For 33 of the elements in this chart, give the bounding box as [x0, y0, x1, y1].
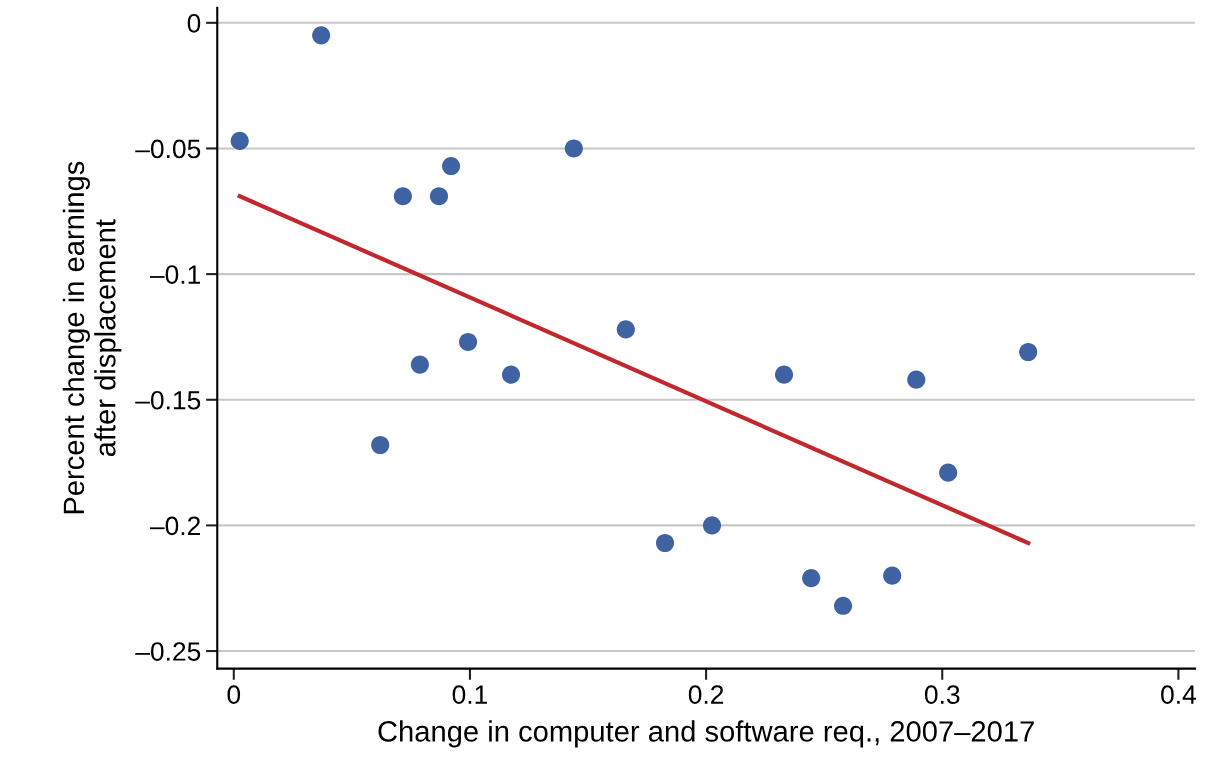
x-tick-label: 0	[227, 685, 241, 704]
point	[907, 370, 926, 389]
y-axis-title: Percent change in earnings after displacement	[62, 161, 122, 514]
point	[834, 596, 853, 615]
x-tick-label: 0.3	[924, 685, 960, 704]
y-tick-label: –0.25	[135, 642, 201, 661]
y-tick-label: –0.1	[149, 265, 200, 284]
point	[371, 435, 390, 455]
point	[616, 320, 635, 339]
point	[429, 187, 449, 206]
point	[564, 139, 583, 158]
y-tick-label: –0.15	[135, 390, 201, 410]
x-tick-label: 0.2	[688, 685, 724, 704]
point	[883, 566, 902, 585]
point	[802, 569, 821, 588]
point	[1019, 342, 1038, 362]
point	[393, 187, 412, 206]
y-tick-label: 0	[187, 13, 201, 33]
point	[702, 516, 722, 535]
point	[312, 26, 331, 45]
y-tick-label: –0.05	[135, 139, 201, 159]
point	[459, 332, 478, 352]
point	[230, 131, 249, 150]
point	[501, 365, 521, 384]
y-tick-label: –0.2	[149, 516, 200, 536]
point	[939, 463, 958, 482]
point	[774, 365, 794, 384]
x-axis-title: Change in computer and software req., 2007–2017	[378, 720, 1034, 748]
point	[410, 355, 429, 374]
point	[442, 156, 461, 176]
point	[655, 533, 675, 553]
x-tick-label: 0.4	[1161, 685, 1196, 704]
x-tick-label: 0.1	[452, 685, 487, 704]
